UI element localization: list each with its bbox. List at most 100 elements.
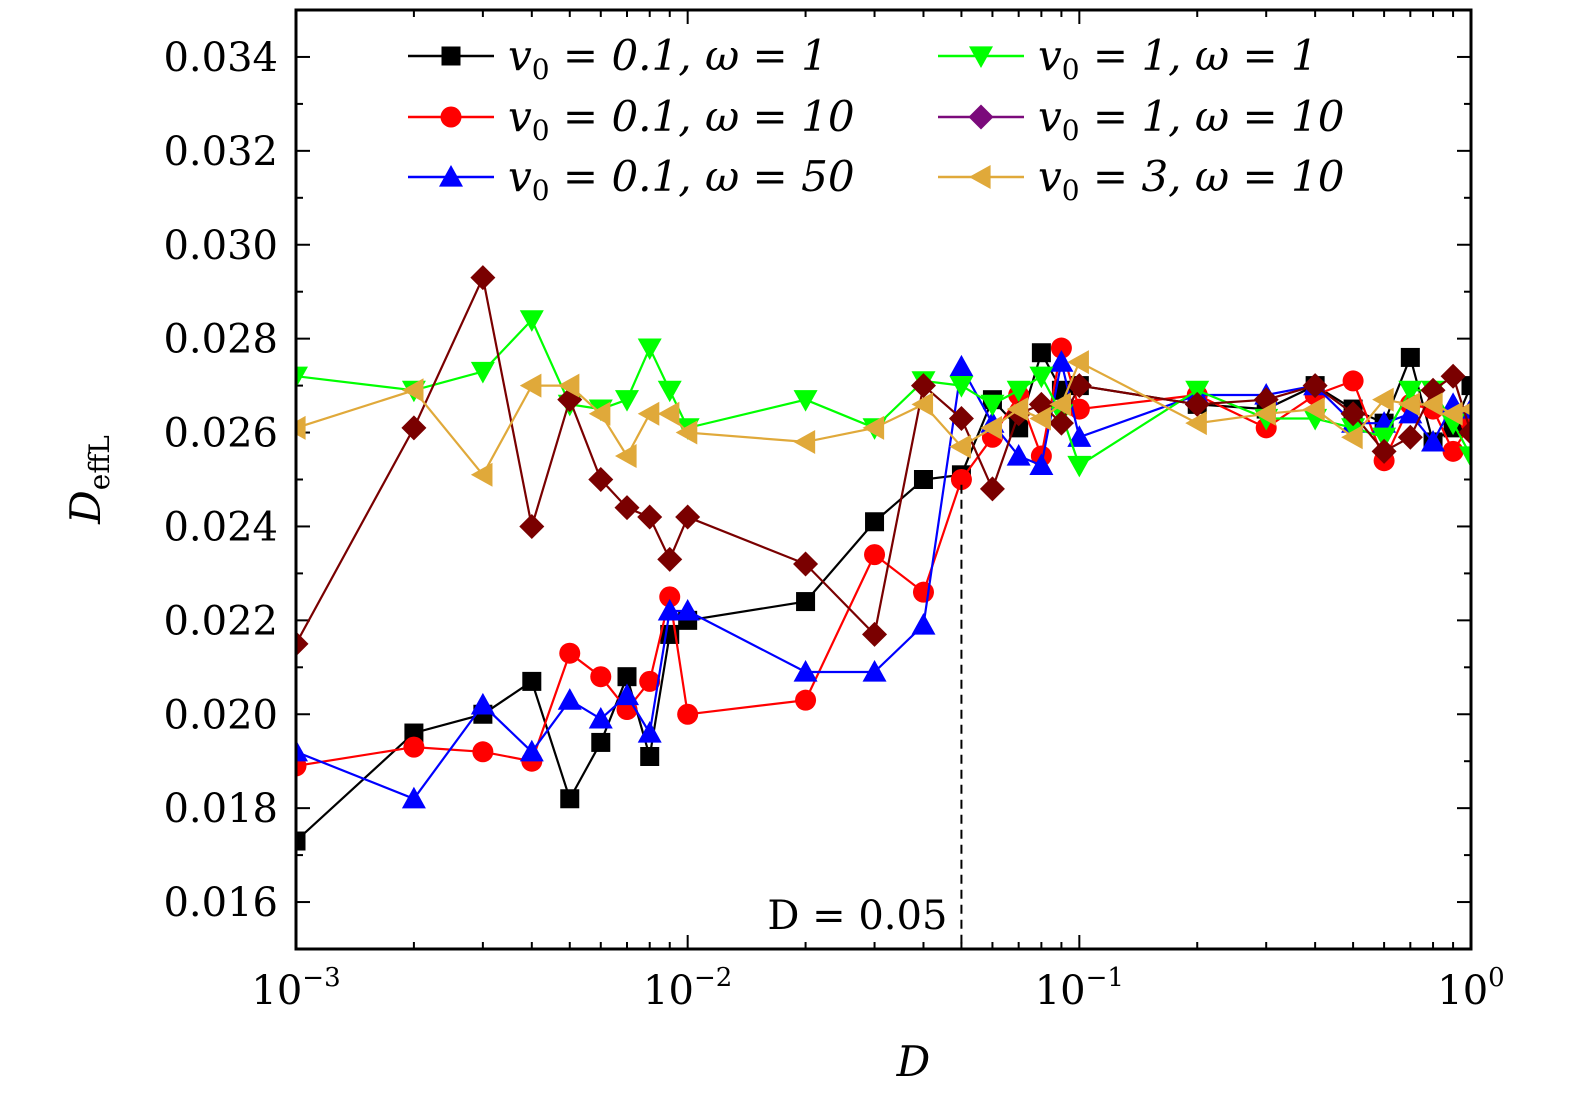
data-point xyxy=(862,415,885,440)
data-point xyxy=(1341,418,1366,440)
data-point xyxy=(948,405,974,431)
series-5 xyxy=(296,265,1471,657)
data-point xyxy=(675,504,701,530)
data-point xyxy=(1031,343,1051,363)
data-point xyxy=(1340,401,1366,427)
data-point xyxy=(1029,366,1054,389)
data-point xyxy=(1372,387,1394,412)
data-point xyxy=(557,373,580,398)
data-point xyxy=(590,666,612,688)
legend-label: v0 = 1, ω = 1 xyxy=(1038,31,1318,86)
data-point xyxy=(1050,337,1072,359)
data-point xyxy=(1458,420,1471,446)
data-point xyxy=(296,631,309,657)
series-6 xyxy=(296,350,1471,487)
data-point xyxy=(588,706,613,729)
y-tick-label: 0.032 xyxy=(163,129,278,175)
data-point xyxy=(614,390,639,412)
data-point xyxy=(795,689,817,711)
series-line xyxy=(296,274,1471,645)
data-point xyxy=(296,366,308,389)
series-layer xyxy=(296,265,1471,851)
y-tick-label: 0.020 xyxy=(163,692,278,738)
data-point xyxy=(1459,446,1471,469)
data-point xyxy=(793,551,819,577)
data-point xyxy=(588,467,614,492)
data-point xyxy=(519,310,544,332)
reference-annotation: D = 0.05 xyxy=(767,893,947,939)
y-axis-label: DeffL xyxy=(61,435,116,525)
series-line xyxy=(296,360,1471,477)
data-point xyxy=(1400,347,1420,367)
legend-entry-1: v0 = 0.1, ω = 1 xyxy=(408,31,828,86)
data-point xyxy=(637,721,662,743)
data-point xyxy=(1185,411,1207,436)
data-point xyxy=(657,546,683,572)
plot-frame xyxy=(294,8,1473,951)
data-point xyxy=(1185,380,1210,403)
data-point xyxy=(1049,350,1074,372)
legend-marker xyxy=(969,46,993,68)
data-point xyxy=(1461,376,1471,396)
data-point xyxy=(1006,397,1029,422)
data-point xyxy=(614,444,637,469)
data-point xyxy=(614,683,639,706)
series-2 xyxy=(296,337,1471,777)
data-point xyxy=(657,598,682,621)
data-point xyxy=(675,598,700,621)
data-point xyxy=(1009,418,1029,438)
data-point xyxy=(980,415,1003,440)
data-point xyxy=(296,739,308,762)
x-axis-label: D xyxy=(896,1037,931,1086)
data-point xyxy=(557,688,582,710)
x-tick-label: 10−2 xyxy=(643,963,732,1014)
data-point xyxy=(1398,380,1423,403)
data-point xyxy=(911,613,936,635)
data-point xyxy=(1048,410,1074,436)
data-point xyxy=(1459,402,1471,416)
data-point xyxy=(1006,444,1031,466)
legend-entry-5: v0 = 1, ω = 10 xyxy=(938,92,1344,147)
data-point xyxy=(472,741,494,763)
data-point xyxy=(793,429,816,454)
legend-entry-3: v0 = 0.1, ω = 50 xyxy=(408,152,855,207)
data-point xyxy=(1006,380,1031,403)
data-point xyxy=(1398,401,1423,424)
legend-marker xyxy=(441,46,461,66)
data-point xyxy=(1442,440,1464,462)
data-point xyxy=(1440,363,1466,389)
data-point xyxy=(1421,429,1446,452)
data-point xyxy=(1029,406,1051,431)
data-point xyxy=(470,692,495,715)
data-point xyxy=(1372,427,1397,450)
y-tick-label: 0.030 xyxy=(163,223,278,269)
y-tick-label: 0.024 xyxy=(163,504,278,550)
data-point xyxy=(1342,370,1364,392)
data-point xyxy=(1398,392,1420,417)
data-point xyxy=(1067,455,1092,478)
data-point xyxy=(522,671,542,691)
legend-label: v0 = 1, ω = 10 xyxy=(1038,92,1344,147)
series-line xyxy=(296,347,1471,767)
x-tick-label: 10−1 xyxy=(1035,963,1124,1014)
data-point xyxy=(403,736,425,758)
annotation-layer: D = 0.05 xyxy=(767,484,963,949)
data-point xyxy=(1067,350,1089,375)
data-point xyxy=(519,739,544,762)
data-point xyxy=(614,495,640,521)
data-point xyxy=(677,703,699,725)
data-point xyxy=(296,831,306,851)
data-point xyxy=(1341,425,1363,450)
data-point xyxy=(910,373,936,399)
data-point xyxy=(949,434,972,459)
y-tick-label: 0.028 xyxy=(163,317,278,363)
data-point xyxy=(911,392,934,417)
x-tick-label: 100 xyxy=(1437,963,1504,1014)
data-point xyxy=(401,378,424,403)
data-point xyxy=(912,581,934,603)
data-point xyxy=(793,390,818,412)
data-point xyxy=(1303,397,1325,422)
data-point xyxy=(949,354,974,377)
